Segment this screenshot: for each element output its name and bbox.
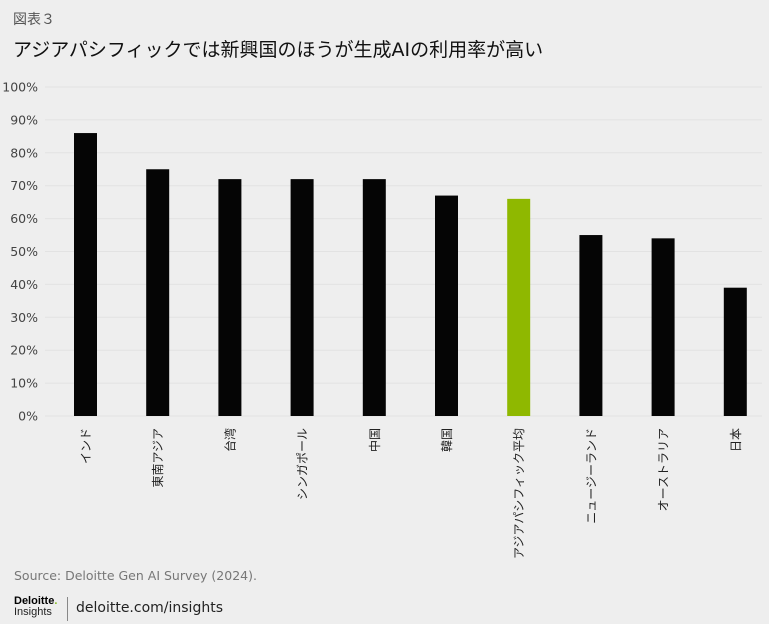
y-axis-ticks: 0% 10% 20% 30% 40% 50% 60% 70% 80% 90% 100% (2, 80, 38, 424)
bar-3 (290, 179, 314, 416)
y-tick-label: 0% (18, 409, 38, 424)
bar-1 (146, 169, 170, 416)
y-tick-label: 100% (2, 80, 38, 95)
insights-link[interactable]: deloitte.com/insights (76, 600, 223, 616)
x-tick-label: 台湾 (222, 428, 237, 452)
chart-title: アジアパシフィックでは新興国のほうが生成AIの利用率が高い (13, 39, 544, 61)
footer-divider (67, 597, 68, 621)
source-note: Source: Deloitte Gen AI Survey (2024). (14, 568, 257, 583)
bar-9 (723, 287, 747, 416)
y-tick-label: 20% (10, 343, 38, 358)
figure-label: 図表３ (13, 12, 55, 28)
y-tick-label: 90% (10, 112, 38, 127)
y-tick-label: 50% (10, 244, 38, 259)
y-tick-label: 30% (10, 310, 38, 325)
x-tick-label: 日本 (729, 428, 743, 452)
bar-8 (651, 238, 675, 416)
bar-5 (435, 195, 458, 416)
x-tick-label: 中国 (367, 428, 382, 452)
bar-6 (507, 198, 531, 416)
bar-0 (74, 133, 97, 416)
x-tick-label: ニュージーランド (584, 428, 598, 524)
x-tick-label: インド (79, 428, 93, 464)
deloitte-insights-logo: Deloitte. Insights (14, 596, 57, 618)
bar-2 (218, 179, 242, 416)
x-tick-label: シンガポール (296, 428, 310, 500)
bar-chart: 0% 10% 20% 30% 40% 50% 60% 70% 80% 90% 100% インド 東南ア… (2, 80, 762, 559)
x-tick-label: 東南アジア (150, 428, 165, 488)
y-tick-label: 70% (10, 178, 38, 193)
x-tick-label: オーストラリア (657, 428, 671, 511)
logo-brand: Deloitte (14, 595, 55, 607)
y-tick-label: 60% (10, 211, 38, 226)
logo-dot: . (54, 595, 58, 607)
bar-4 (362, 179, 386, 416)
y-tick-label: 80% (10, 145, 38, 160)
bar-7 (579, 235, 603, 416)
y-tick-label: 10% (10, 376, 38, 391)
bars (74, 133, 747, 416)
logo-subtitle: Insights (14, 606, 52, 618)
x-tick-label: 韓国 (440, 428, 454, 452)
x-tick-label: アジアパシフィック平均 (512, 428, 526, 559)
x-axis-ticks: インド 東南アジア 台湾 シンガポール 中国 韓国 アジアパシフィック平均 ニュージーランド オ… (79, 428, 743, 559)
y-tick-label: 40% (10, 277, 38, 292)
